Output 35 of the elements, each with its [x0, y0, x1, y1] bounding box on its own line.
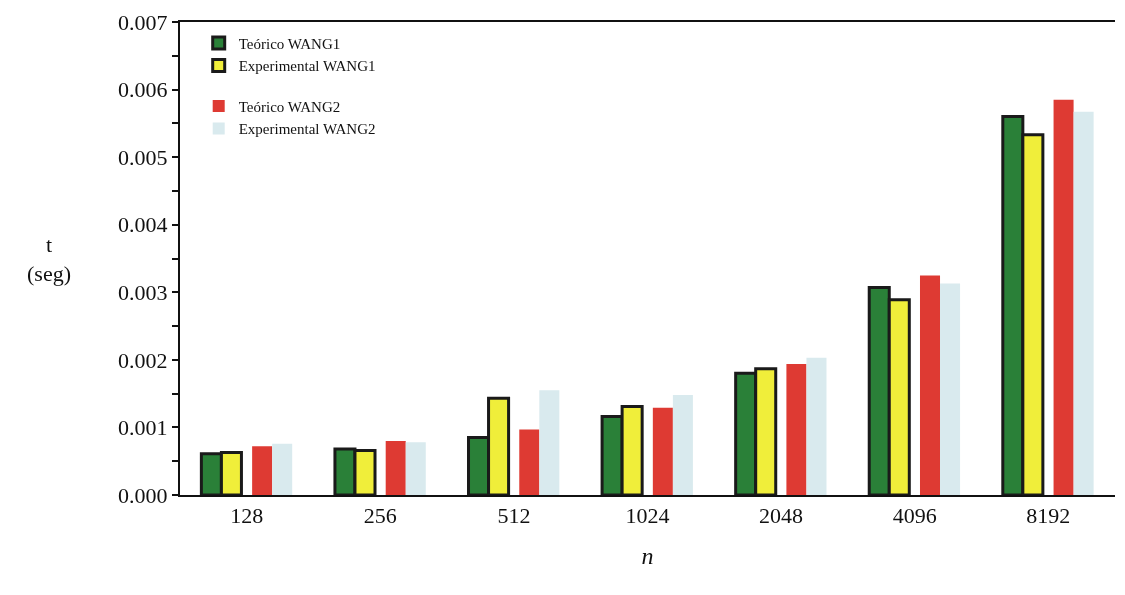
bar: [519, 429, 540, 495]
y-tick-label: 0.006: [118, 77, 168, 103]
y-axis-title: t (seg): [27, 232, 71, 286]
bar: [252, 446, 273, 495]
bar: [806, 357, 827, 495]
bar: [1073, 111, 1094, 495]
bar: [539, 390, 560, 495]
legend-label: Experimental WANG1: [238, 58, 376, 75]
y-tick-label: 0.003: [118, 279, 168, 305]
legend-label: Experimental WANG2: [238, 121, 376, 138]
bar: [405, 442, 426, 495]
x-tick-label: 256: [363, 503, 397, 529]
x-tick-label: 2048: [759, 503, 804, 529]
bar: [272, 443, 293, 495]
bar: [385, 440, 406, 495]
x-tick-label: 128: [230, 503, 264, 529]
bar: [1053, 99, 1074, 495]
x-tick-label: 8192: [1026, 503, 1071, 529]
x-tick-label: 512: [497, 503, 531, 529]
y-tick-label: 0.000: [118, 482, 168, 508]
bar: [786, 363, 807, 495]
bar: [919, 275, 941, 495]
x-tick-label: 4096: [892, 503, 937, 529]
y-tick-label: 0.004: [118, 212, 168, 238]
bar: [652, 407, 673, 495]
bar: [672, 394, 693, 495]
y-tick-label: 0.002: [118, 347, 168, 373]
bar: [940, 283, 961, 495]
y-tick-label: 0.007: [118, 9, 168, 35]
legend-label: Teórico WANG2: [238, 98, 341, 115]
legend-label: Teórico WANG1: [238, 35, 341, 52]
x-axis-title: n: [641, 543, 654, 570]
y-tick-label: 0.001: [118, 415, 168, 441]
y-tick-label: 0.005: [118, 144, 168, 170]
x-tick-label: 1024: [625, 503, 670, 529]
